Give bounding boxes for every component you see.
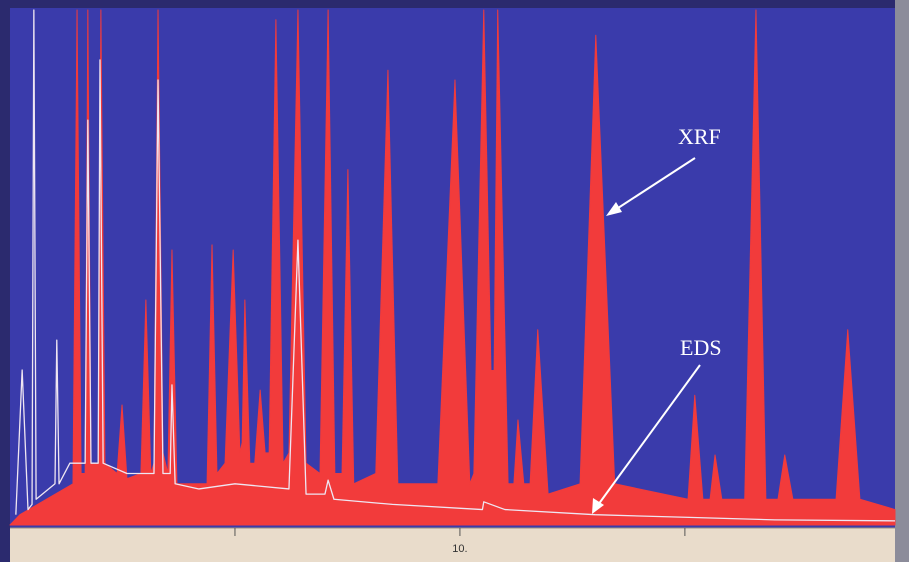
annotation: EDS <box>680 335 722 360</box>
axis-strip <box>10 528 895 562</box>
edge <box>895 0 909 562</box>
arrow-head <box>592 498 604 514</box>
annotation: XRF <box>678 124 721 149</box>
annotation-xrf: XRF <box>606 124 721 216</box>
arrow <box>614 157 696 211</box>
x-tick-label: 10. <box>452 543 467 555</box>
line <box>15 9 896 522</box>
arrow <box>597 364 701 506</box>
arrow-head <box>606 202 622 216</box>
annotation-eds: EDS <box>592 335 722 514</box>
data-layer <box>9 9 896 526</box>
area <box>9 9 896 526</box>
